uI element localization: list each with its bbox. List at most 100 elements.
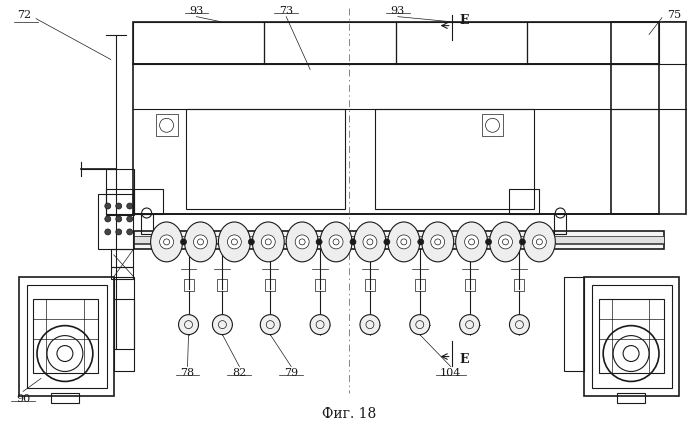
Circle shape [105, 230, 111, 236]
Circle shape [369, 236, 377, 243]
Circle shape [418, 239, 424, 245]
Text: 90: 90 [16, 394, 30, 403]
Circle shape [260, 315, 280, 335]
Bar [599, 299, 664, 374]
Bar [365, 279, 375, 291]
Bar [133, 23, 265, 65]
Circle shape [181, 239, 186, 245]
Text: Фиг. 18: Фиг. 18 [322, 406, 376, 420]
Ellipse shape [218, 222, 251, 262]
Text: 79: 79 [284, 368, 298, 377]
Bar [114, 299, 134, 349]
Bar [133, 190, 163, 215]
Ellipse shape [354, 222, 386, 262]
Bar [218, 279, 228, 291]
Text: 73: 73 [279, 6, 293, 16]
Circle shape [397, 236, 411, 249]
Circle shape [363, 236, 377, 249]
Circle shape [350, 239, 356, 245]
Bar [415, 279, 425, 291]
Bar [482, 115, 503, 137]
Ellipse shape [422, 222, 454, 262]
Bar [33, 299, 98, 374]
Circle shape [228, 236, 242, 249]
Circle shape [410, 315, 430, 335]
Bar [510, 190, 540, 215]
Bar [611, 23, 686, 215]
Circle shape [310, 315, 330, 335]
Ellipse shape [151, 222, 183, 262]
Bar [141, 215, 153, 234]
Ellipse shape [286, 222, 318, 262]
Circle shape [116, 216, 121, 222]
Bar [265, 279, 275, 291]
Bar [133, 65, 659, 215]
Bar [184, 279, 193, 291]
Circle shape [498, 236, 512, 249]
Bar [554, 215, 566, 234]
Circle shape [460, 315, 480, 335]
Text: 104: 104 [440, 368, 461, 377]
Circle shape [248, 239, 254, 245]
Text: 78: 78 [181, 368, 195, 377]
Circle shape [127, 230, 133, 236]
Text: 75: 75 [667, 10, 681, 20]
Bar [584, 277, 679, 397]
Bar [315, 279, 325, 291]
Bar [375, 110, 535, 210]
Circle shape [486, 239, 491, 245]
Text: E: E [460, 352, 469, 365]
Text: 93: 93 [391, 6, 405, 16]
Circle shape [510, 315, 529, 335]
Text: 82: 82 [232, 368, 246, 377]
Bar [265, 23, 396, 65]
Bar [134, 231, 664, 249]
Bar [186, 110, 345, 210]
Circle shape [384, 239, 390, 245]
Bar [98, 195, 133, 249]
Ellipse shape [320, 222, 352, 262]
Bar [564, 277, 584, 371]
Circle shape [316, 239, 322, 245]
Circle shape [105, 216, 111, 222]
Circle shape [179, 315, 198, 335]
Circle shape [431, 236, 445, 249]
Circle shape [261, 236, 275, 249]
Circle shape [533, 236, 547, 249]
Circle shape [329, 236, 343, 249]
Bar [111, 249, 133, 267]
Bar [114, 277, 134, 371]
Circle shape [295, 236, 309, 249]
Circle shape [105, 204, 111, 210]
Ellipse shape [524, 222, 556, 262]
Circle shape [354, 236, 362, 243]
Bar [134, 236, 664, 245]
Ellipse shape [184, 222, 216, 262]
Ellipse shape [456, 222, 487, 262]
Bar [617, 394, 645, 403]
Circle shape [360, 315, 380, 335]
Bar [19, 277, 114, 397]
Circle shape [193, 236, 207, 249]
Circle shape [127, 216, 133, 222]
Circle shape [465, 236, 479, 249]
Bar [528, 23, 659, 65]
Circle shape [160, 236, 174, 249]
Text: 72: 72 [17, 10, 31, 20]
Text: 93: 93 [189, 6, 204, 16]
Bar [514, 279, 524, 291]
Circle shape [116, 204, 121, 210]
Bar [396, 23, 528, 65]
Ellipse shape [252, 222, 284, 262]
Bar [156, 115, 177, 137]
Bar [111, 267, 133, 279]
Bar [133, 23, 659, 65]
Circle shape [116, 230, 121, 236]
Bar [465, 279, 475, 291]
Circle shape [212, 315, 232, 335]
Bar [27, 285, 107, 389]
Bar [592, 285, 672, 389]
Ellipse shape [388, 222, 419, 262]
Circle shape [127, 204, 133, 210]
Ellipse shape [489, 222, 521, 262]
